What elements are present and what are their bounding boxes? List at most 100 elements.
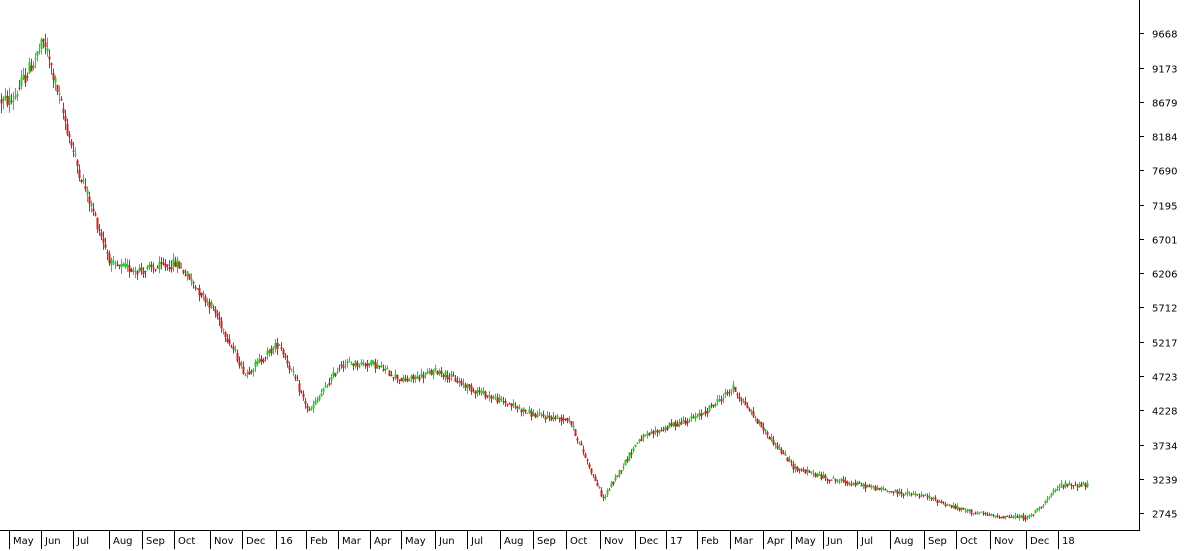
candle-up [714,403,717,407]
candle-down [524,409,527,412]
y-tick-label: 5712 [1152,304,1177,315]
candle-up [1042,504,1045,506]
y-tick-label: 3239 [1152,476,1177,487]
candle-up [384,368,387,371]
candle-up [138,268,141,272]
candle-down [796,467,799,471]
candle-down [564,418,567,420]
candle-down [108,253,111,264]
candle-down [400,378,403,382]
candle-up [1034,510,1037,514]
candle-up [908,493,911,495]
candle-down [854,482,857,486]
candle-down [76,160,79,166]
candle-up [1046,498,1049,500]
candle-up [928,495,931,498]
x-tick-label: Mar [734,536,754,547]
candle-down [864,484,867,489]
candle-up [568,420,571,422]
candle-down [842,479,845,482]
candle-down [238,361,241,366]
candle-down [378,365,381,367]
candle-down [506,404,509,406]
candle-up [980,511,983,513]
candle-up [636,442,639,444]
candle-down [448,378,451,380]
x-tick-label: 17 [670,536,683,547]
candle-up [518,407,521,409]
candle-down [820,474,823,480]
candle-up [210,302,213,306]
candle-up [852,482,855,484]
candle-down [366,363,369,367]
candle-up [4,95,7,98]
candle-down [534,413,537,418]
candle-up [58,93,61,95]
candle-down [460,380,463,385]
candle-down [558,417,561,419]
candle-down [982,512,985,514]
candle-down [594,476,597,482]
candle-down [878,488,881,490]
candle-down [562,418,565,421]
candle-up [122,263,125,266]
candle-up [372,360,375,364]
candle-up [466,384,469,389]
candle-up [938,501,941,503]
candle-down [338,368,341,370]
candle-down [280,347,283,349]
candle-up [134,271,137,273]
candle-up [360,362,363,365]
candle-up [532,412,535,417]
candle-down [440,370,443,375]
candle-down [204,296,207,303]
y-tick-label: 9668 [1152,30,1177,41]
candle-up [696,415,699,417]
candle-down [62,108,65,114]
candle-down [600,490,603,497]
candle-up [254,361,257,368]
x-tick-label: Aug [504,536,524,547]
x-tick-label: Nov [994,536,1014,547]
candle-up [920,494,923,496]
candle-up [638,439,641,442]
candle-down [860,485,863,487]
candle-up [350,363,353,365]
candle-down [940,501,943,503]
candle-down [212,306,215,308]
candle-down [1032,514,1035,516]
candle-down [282,349,285,355]
candle-down [1008,517,1011,519]
candle-down [64,116,67,122]
x-tick-label: 18 [1062,536,1075,547]
candle-up [258,358,261,362]
candle-down [686,421,689,424]
candle-down [250,371,253,373]
candle-down [554,417,557,420]
candle-up [370,360,373,366]
candle-down [140,267,143,271]
candle-up [90,203,93,207]
x-tick-label: Jun [44,536,61,547]
candle-down [242,366,245,374]
candle-up [1026,515,1029,518]
candle-down [26,76,29,78]
candle-up [190,278,193,282]
candle-down [182,270,185,274]
candle-down [1000,517,1003,519]
x-tick-label: Nov [214,536,234,547]
candle-down [544,417,547,420]
candle-down [992,514,995,516]
candle-down [364,364,367,366]
candle-down [262,359,265,362]
candle-up [716,399,719,402]
candle-up [394,374,397,378]
candle-up [702,413,705,415]
candle-up [1018,515,1021,519]
candle-up [376,364,379,369]
candle-down [916,494,919,496]
candle-down [72,150,75,152]
candle-down [674,421,677,427]
candle-down [958,508,961,511]
candle-down [136,271,139,275]
